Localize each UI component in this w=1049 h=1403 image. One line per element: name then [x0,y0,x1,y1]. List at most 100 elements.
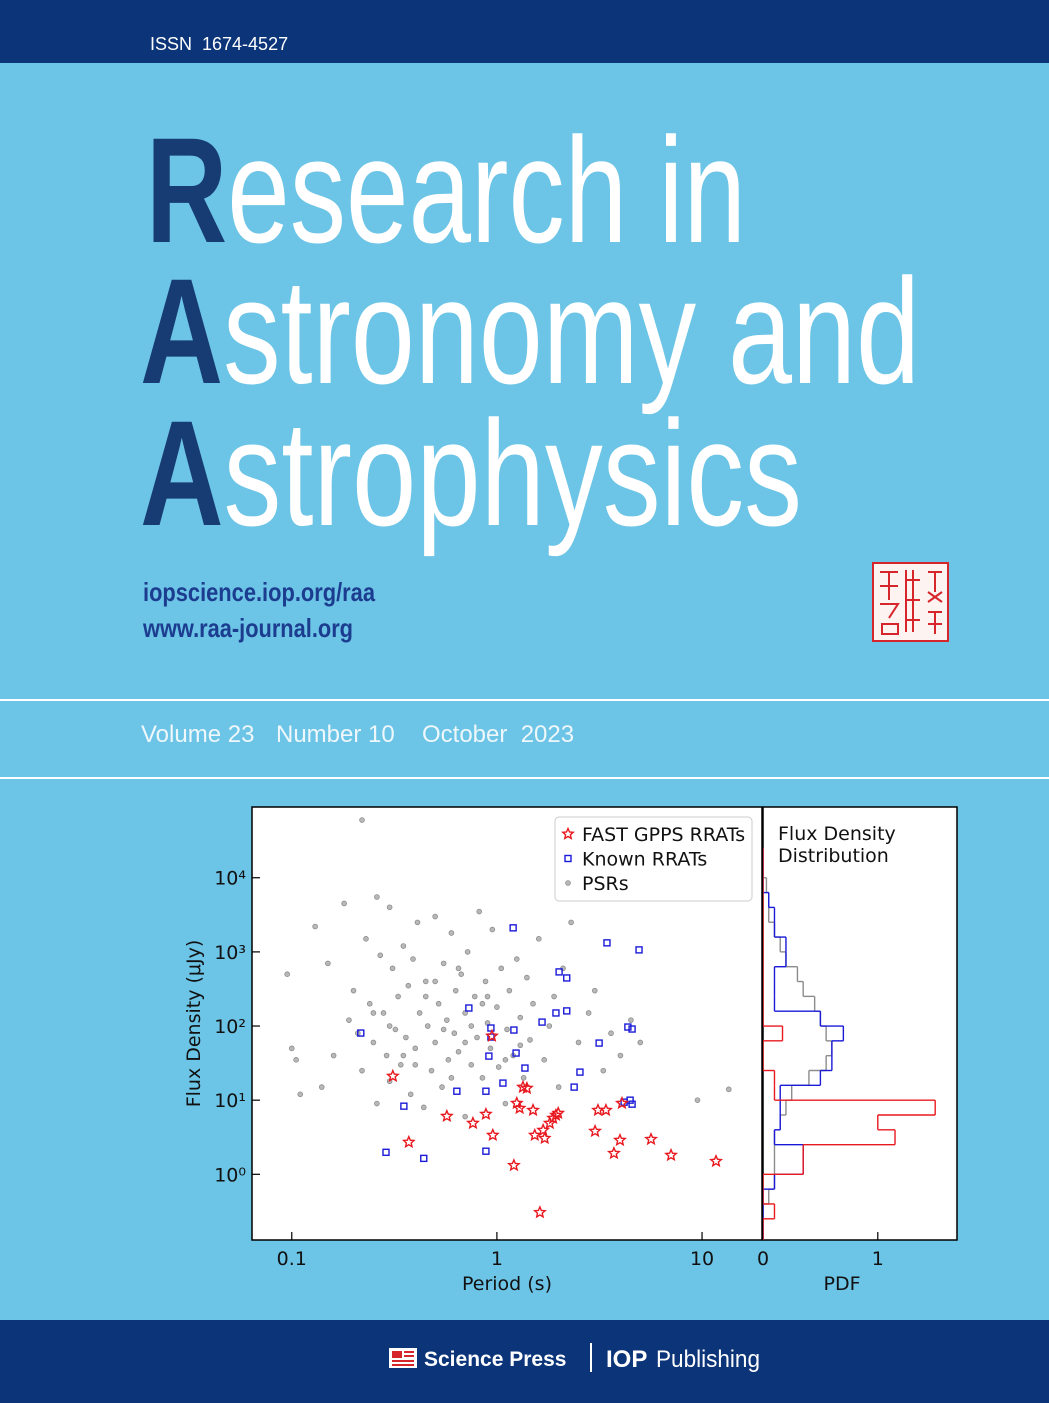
circle-marker [541,1057,547,1063]
star-marker [612,1132,627,1147]
star-marker [439,1108,454,1123]
square-marker [499,1079,507,1087]
annotation: Flux Density [778,823,896,845]
circle-marker [506,987,513,994]
square-marker [482,1147,490,1155]
legend-label: FAST GPPS RRATs [582,824,745,846]
plot-area [762,806,958,1241]
circle-marker [458,971,465,978]
circle-marker [410,956,416,962]
square-marker [628,1100,636,1108]
circle-marker [546,1023,553,1029]
star-marker [506,1158,521,1172]
y-tick-label: 10³ [214,942,246,964]
circle-marker [380,1010,387,1016]
y-tick-label: 10⁰ [214,1164,246,1186]
circle-marker [405,982,412,989]
circle-marker [386,1023,393,1029]
url: iopscience.iop.org/raa [143,577,375,607]
circle-marker [440,960,447,967]
circle-marker [517,1014,524,1021]
histogram [763,848,936,1240]
date: October 2023 [422,721,574,748]
circle-marker [341,900,347,907]
x-tick-label: 0.1 [277,1248,307,1270]
x-axis-title: PDF [823,1273,860,1295]
star-marker [526,1102,541,1117]
circle-marker [432,913,438,920]
x-axis-title: Period (s) [462,1273,552,1295]
circle-marker [422,993,429,1000]
circle-marker [448,1075,455,1081]
star-marker [614,1095,629,1110]
circle-marker [403,1034,409,1041]
circle-marker [462,1010,468,1016]
circle-marker [370,1039,377,1046]
legend-label: PSRs [582,873,629,895]
circle-marker [498,965,505,972]
y-tick-label: 10² [214,1016,246,1038]
x-tick-label: 1 [491,1248,503,1270]
circle-marker [484,993,491,1000]
circle-marker [374,894,380,900]
circle-marker [412,1045,419,1052]
circle-marker [468,1061,475,1068]
circle-marker [462,1039,468,1046]
circle-marker [424,1023,431,1029]
circle-marker [288,1045,295,1052]
circle-marker [517,1042,524,1049]
circle-marker [451,1030,458,1037]
volume: Volume 23 [141,721,254,748]
square-marker [485,1052,493,1060]
circle-marker [462,1113,468,1120]
circle-marker [363,936,369,942]
star-marker [509,1095,524,1110]
circle-marker [444,1017,450,1023]
title-rest: strophysics [224,389,802,557]
circle-marker [487,1045,494,1052]
circle-marker [370,1010,377,1016]
circle-marker [350,987,357,994]
square-marker [564,854,572,863]
circle-marker [494,1004,500,1010]
circle-marker [407,1091,414,1098]
circle-marker [471,993,478,1000]
circle-marker [474,1034,480,1041]
square-marker [603,939,611,947]
circle-marker [318,1084,325,1090]
circle-marker [374,1100,380,1107]
circle-marker [502,1100,509,1107]
square-marker [538,1018,546,1026]
circle-marker [694,1097,701,1103]
circle-marker [416,1010,423,1016]
circle-marker [284,971,290,978]
square-marker [420,1154,428,1163]
title-line: Research in [146,106,746,274]
circle-marker [725,1086,732,1093]
circle-marker [468,1023,475,1029]
y-tick-label: 10¹ [214,1090,246,1112]
circle-marker [600,1067,607,1074]
square-marker [570,1083,578,1091]
square-marker [482,1087,490,1095]
star-marker [515,1079,530,1094]
square-marker [382,1148,390,1157]
star-marker [401,1134,416,1149]
circle-marker [464,949,471,955]
circle-marker [312,923,318,930]
title-initial: A [140,389,224,557]
circle-marker [591,987,598,994]
star-marker [536,1122,551,1137]
star-marker [533,1205,547,1219]
bottom-band [0,1320,1049,1403]
circle-marker [489,926,496,933]
circle-marker [432,978,438,985]
square-marker [555,968,563,976]
square-marker [595,1039,603,1047]
star-marker [598,1102,613,1117]
circle-marker [551,993,557,1000]
star-marker [561,826,575,840]
